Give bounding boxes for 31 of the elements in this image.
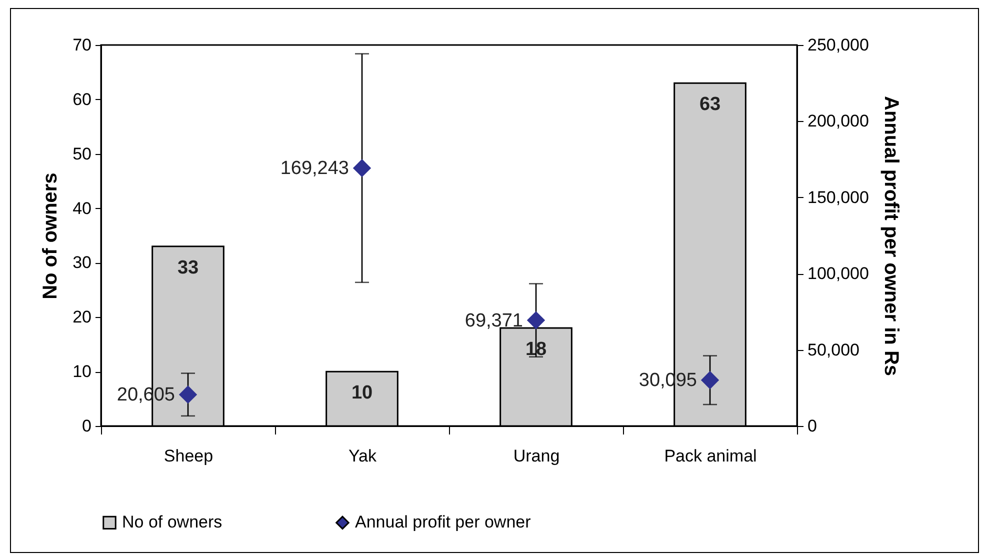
y-tick-label: 0 (82, 416, 92, 436)
x-tick-label: Sheep (164, 446, 214, 466)
legend-label: No of owners (122, 512, 222, 532)
y2-tick-label: 0 (808, 416, 817, 436)
y-tick-label: 10 (72, 362, 92, 382)
y-tick-label: 60 (72, 90, 92, 109)
y2-tick-label: 250,000 (808, 36, 869, 54)
legend-label: Annual profit per owner (355, 512, 532, 532)
x-tick-label: Yak (348, 446, 378, 466)
point (178, 386, 198, 404)
data-label: 169,243 (280, 158, 349, 180)
x-tick-label: Pack animal (664, 446, 757, 466)
y-tick-label: 20 (72, 308, 92, 327)
data-label: 69,371 (464, 310, 523, 332)
y2-tick-label: 150,000 (808, 188, 869, 207)
point (526, 311, 546, 330)
point (700, 371, 720, 390)
y-tick-label: 50 (72, 144, 92, 164)
data-label: 10 (351, 382, 373, 404)
y-tick-label: 30 (72, 253, 92, 272)
y-axis-title: No of owners (40, 172, 62, 300)
y-tick-label: 70 (72, 36, 92, 54)
x-tick-label: Urang (513, 446, 560, 466)
y2-tick-label: 200,000 (808, 112, 869, 131)
data-label: 33 (177, 257, 199, 278)
y2-tick-label: 100,000 (808, 264, 869, 284)
y-tick-label: 40 (72, 198, 92, 218)
point (352, 158, 372, 178)
y2-axis-title: Annual profit per owner in Rs (880, 96, 902, 376)
y2-tick-label: 50,000 (808, 340, 860, 360)
data-label: 63 (699, 94, 721, 116)
